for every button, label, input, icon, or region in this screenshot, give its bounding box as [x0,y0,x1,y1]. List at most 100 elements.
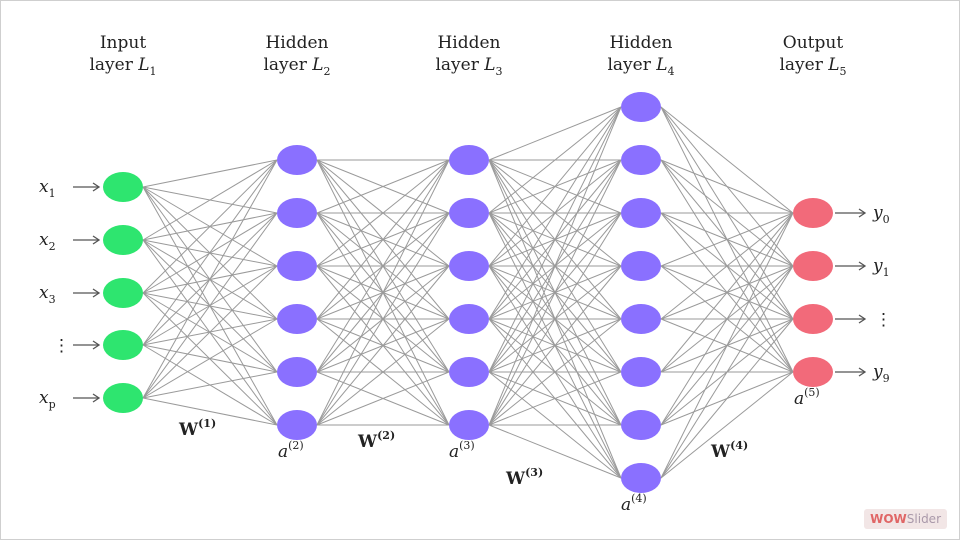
neuron-node [103,172,143,202]
connection-edge [488,106,622,267]
neuron-node [449,410,489,440]
neuron-node [793,198,833,228]
connection-edge [660,212,794,426]
connection-edge [488,106,622,426]
input-ellipsis: ⋮ [53,336,70,356]
connection-edge [488,106,622,320]
neuron-node [449,251,489,281]
connection-edge [316,159,450,320]
layer-title: Input [100,33,146,53]
layer-subtitle: layer L3 [435,55,502,78]
neuron-node [449,304,489,334]
neuron-node [793,357,833,387]
neuron-node [621,198,661,228]
input-label: x1 [39,177,56,200]
arrow-head-icon [92,288,101,298]
layer-subtitle: layer L2 [263,55,330,78]
neuron-node [621,145,661,175]
layer-subtitle: layer L1 [89,55,156,78]
activation-label: a(3) [449,439,475,462]
io-arrows [73,182,867,403]
layer-subtitle: layer L5 [779,55,846,78]
neuron-node [277,251,317,281]
connection-edge [488,106,622,161]
output-ellipsis: ⋮ [875,310,892,330]
connection-edge [142,159,278,399]
layer-subtitle: layer L4 [607,55,674,78]
connection-edge [488,318,622,426]
connection-edge [660,371,794,479]
neuron-node [793,251,833,281]
connection-edge [660,212,794,267]
connection-edge [316,371,450,426]
wowslider-badge[interactable]: WOWSlider [864,509,947,529]
neuron-node [793,304,833,334]
connection-edge [316,265,450,426]
neuron-node [621,357,661,387]
neuron-node [449,357,489,387]
input-label: x2 [39,230,56,253]
layer-title: Hidden [609,33,672,53]
connections [142,106,794,479]
connection-edge [316,159,450,373]
connection-edge [488,106,622,373]
neuron-node [103,330,143,360]
neuron-node [277,145,317,175]
arrow-head-icon [92,393,101,403]
connection-edge [142,159,278,294]
neuron-node [621,92,661,122]
arrow-head-icon [92,235,101,245]
neuron-node [103,383,143,413]
connection-edge [316,318,450,426]
output-label: y0 [872,203,890,226]
connection-edge [316,212,450,426]
connection-edge [142,371,278,399]
neuron-node [621,463,661,493]
weight-label: W(4) [710,439,748,462]
neuron-node [621,304,661,334]
badge-part1: WOW [870,512,907,526]
connection-edge [142,265,278,399]
neuron-node [103,225,143,255]
neuron-node [277,198,317,228]
connection-edge [488,424,622,479]
connection-edge [660,212,794,479]
connection-edge [142,212,278,399]
neuron-node [277,410,317,440]
input-label: xp [39,388,56,411]
connection-edge [316,159,450,267]
layer-title: Hidden [265,33,328,53]
neuron-node [277,357,317,387]
connection-edge [316,159,450,214]
badge-part2: Slider [906,512,941,526]
connection-edge [488,371,622,426]
arrow-head-icon [858,367,867,377]
connection-edge [660,106,794,214]
output-label: y1 [872,256,890,279]
connection-edge [142,159,278,241]
neuron-node [449,145,489,175]
connection-edge [488,106,622,214]
connection-edge [660,212,794,373]
arrow-head-icon [858,314,867,324]
connection-edge [142,318,278,399]
output-label: y9 [872,362,890,385]
connection-edge [142,159,278,188]
weight-label: W(3) [505,466,543,489]
arrow-head-icon [858,208,867,218]
neuron-node [103,278,143,308]
connection-edge [142,159,278,346]
connection-edge [660,212,794,320]
connection-edge [660,159,794,214]
neurons [103,92,833,493]
neuron-node [621,251,661,281]
activation-label: a(2) [278,439,304,462]
connection-edge [316,159,450,426]
connection-edge [488,265,622,426]
connection-edge [660,265,794,479]
layer-title: Output [783,33,844,53]
connection-edge [488,212,622,426]
